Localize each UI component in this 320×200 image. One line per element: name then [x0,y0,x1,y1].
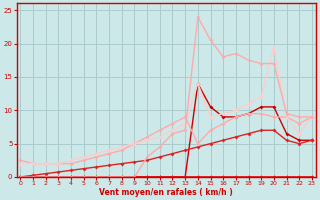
X-axis label: Vent moyen/en rafales ( km/h ): Vent moyen/en rafales ( km/h ) [99,188,233,197]
